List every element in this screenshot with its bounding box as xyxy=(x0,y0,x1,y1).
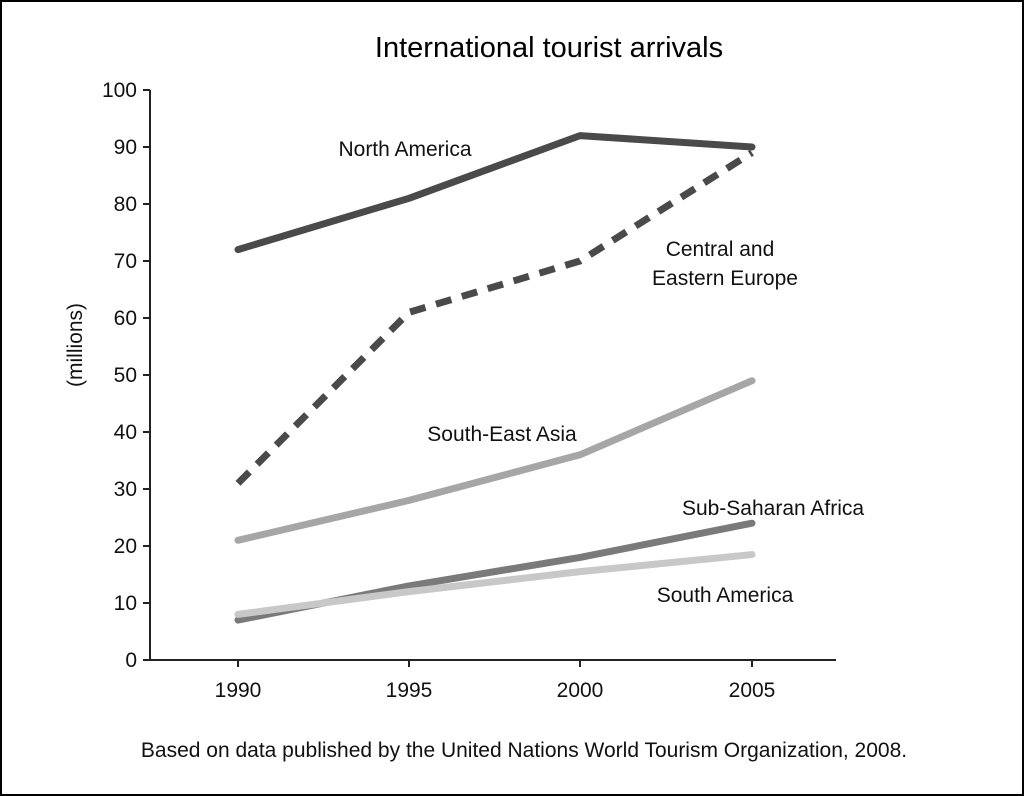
chart-title: International tourist arrivals xyxy=(375,32,723,64)
series-label: Central and xyxy=(666,238,775,261)
y-tick-label: 90 xyxy=(114,136,137,159)
y-tick-label: 40 xyxy=(114,421,137,444)
y-tick-label: 100 xyxy=(102,79,137,102)
x-tick-label: 2000 xyxy=(557,679,604,702)
x-tick-label: 1990 xyxy=(215,679,262,702)
series-label: Sub-Saharan Africa xyxy=(682,497,864,520)
y-tick-label: 70 xyxy=(114,250,137,273)
series-line-south-america xyxy=(234,551,756,618)
series-line-central-and-eastern-europe xyxy=(235,149,754,486)
y-tick-label: 0 xyxy=(125,649,137,672)
series-label: North America xyxy=(338,138,471,161)
y-tick-label: 80 xyxy=(114,193,137,216)
x-tick-label: 2005 xyxy=(729,679,776,702)
y-tick-label: 20 xyxy=(114,535,137,558)
x-tick-label: 1995 xyxy=(386,679,433,702)
series-label: Eastern Europe xyxy=(652,267,798,290)
y-axis-label: (millions) xyxy=(64,303,87,387)
series-line-south-east-asia xyxy=(234,377,756,544)
y-tick-label: 30 xyxy=(114,478,137,501)
source-note: Based on data published by the United Na… xyxy=(141,739,907,762)
series-label: South America xyxy=(657,584,794,607)
y-tick-label: 50 xyxy=(114,364,137,387)
series-label: South-East Asia xyxy=(427,423,577,446)
series-line-north-america xyxy=(234,132,756,254)
y-tick-label: 10 xyxy=(114,592,137,615)
y-tick-label: 60 xyxy=(114,307,137,330)
